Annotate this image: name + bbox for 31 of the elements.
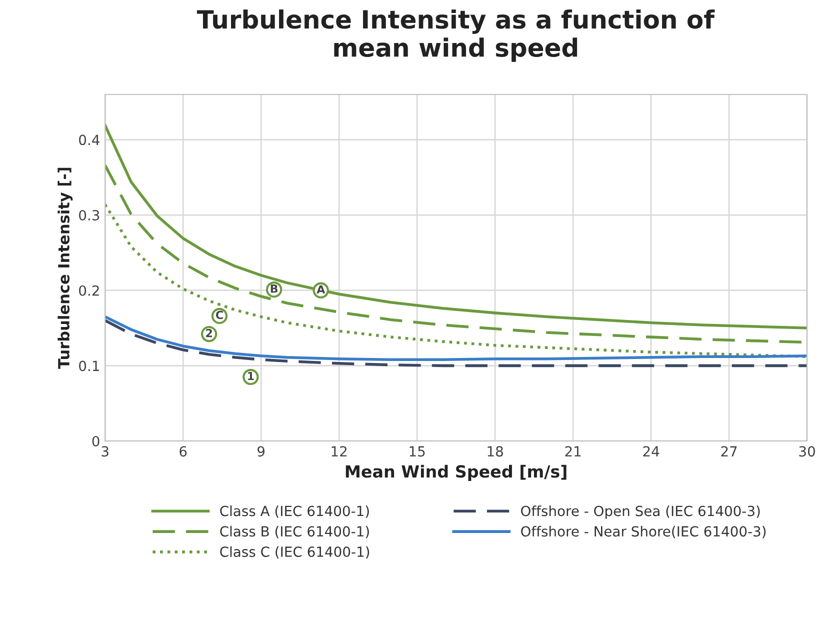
annotation: C xyxy=(216,310,223,320)
x-tick-label: 18 xyxy=(488,446,503,457)
line-series xyxy=(105,124,808,330)
chart-title: Turbulence Intensity as a function of mean wind speed xyxy=(196,9,715,62)
x-tick-label: 12 xyxy=(332,446,347,456)
x-tick-label: 6 xyxy=(180,446,187,457)
line-series xyxy=(105,203,808,358)
y-axis-title: Turbulence Intensity [-] xyxy=(58,168,73,369)
y-tick-label: 0.2 xyxy=(79,285,99,296)
x-tick-label: 21 xyxy=(565,446,581,456)
x-axis-title: Mean Wind Speed [m/s] xyxy=(346,464,566,481)
legend-label: Class B (IEC 61400-1) xyxy=(220,526,369,538)
y-tick-label: 0 xyxy=(92,436,100,446)
legend-label: Offshore - Near Shore(IEC 61400-3) xyxy=(521,526,766,538)
annotation: A xyxy=(316,285,326,294)
y-tick-label: 0.3 xyxy=(79,210,100,220)
legend-label: Offshore - Open Sea (IEC 61400-3) xyxy=(521,505,760,519)
line-series xyxy=(105,319,808,368)
annotation: 2 xyxy=(206,328,212,338)
x-tick-label: 15 xyxy=(410,446,425,457)
x-tick-label: 9 xyxy=(258,446,265,457)
annotation: 1 xyxy=(248,372,254,380)
x-tick-label: 27 xyxy=(721,446,737,456)
x-tick-label: 3 xyxy=(102,446,108,457)
annotation: B xyxy=(270,284,278,293)
y-tick-label: 0.1 xyxy=(79,360,99,372)
legend-label: Class A (IEC 61400-1) xyxy=(220,505,369,518)
y-tick-label: 0.4 xyxy=(79,134,100,146)
x-tick-label: 24 xyxy=(643,446,660,456)
legend-label: Class C (IEC 61400-1) xyxy=(220,546,370,559)
x-tick-label: 30 xyxy=(799,446,815,457)
